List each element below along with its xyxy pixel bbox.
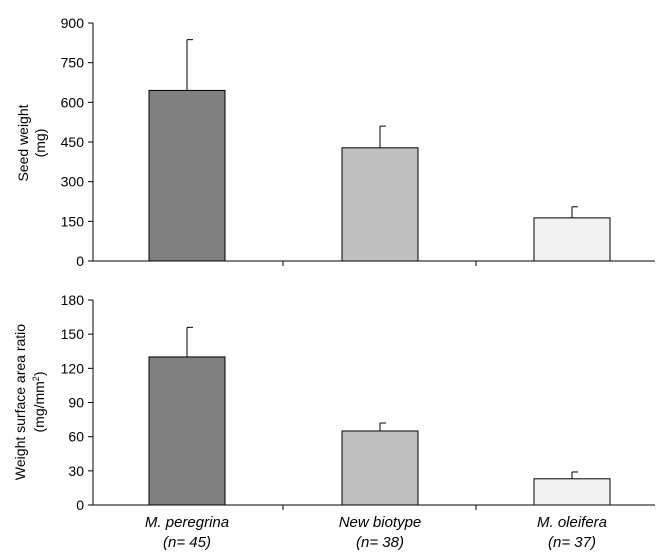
category-label: M. peregrina xyxy=(145,514,229,531)
bar xyxy=(148,89,226,262)
y-tick-label: 60 xyxy=(68,429,84,445)
y-tick-label: 120 xyxy=(61,360,85,376)
category-count-label: (n= 37) xyxy=(548,534,596,551)
category-label: M. oleifera xyxy=(537,514,607,531)
y-tick-label: 0 xyxy=(76,253,84,269)
y-axis-label-ratio: Weight surface area ratio xyxy=(12,324,28,480)
category-count-label: (n= 45) xyxy=(163,534,211,551)
y-tick-label: 450 xyxy=(61,134,85,150)
y-tick-label: 600 xyxy=(61,94,85,110)
bar xyxy=(148,356,226,506)
y-tick-label: 150 xyxy=(61,326,85,342)
bar xyxy=(533,217,611,262)
y-tick-label: 750 xyxy=(61,55,85,71)
category-label: New biotype xyxy=(339,514,422,531)
y-tick-label: 30 xyxy=(68,463,84,479)
y-tick-label: 150 xyxy=(61,213,85,229)
bar xyxy=(341,430,419,506)
y-axis-label-seed-weight: Seed weight xyxy=(15,104,31,181)
y-tick-label: 180 xyxy=(61,292,85,308)
weight-surface-ratio-chart: Weight surface area ratio (mg/mm2) 0 30 60… xyxy=(12,292,655,551)
bar xyxy=(533,478,611,506)
bar xyxy=(341,147,419,262)
y-axis-unit-ratio: (mg/mm2) xyxy=(31,371,47,432)
y-tick-label: 900 xyxy=(61,15,85,31)
seed-weight-chart: Seed weight (mg) 0 150 300 450 600 750 900 xyxy=(15,15,655,269)
category-count-label: (n= 38) xyxy=(356,534,404,551)
y-tick-label: 90 xyxy=(68,395,84,411)
y-axis-unit-seed-weight: (mg) xyxy=(32,129,48,158)
y-tick-label: 0 xyxy=(76,497,84,513)
y-tick-label: 300 xyxy=(61,174,85,190)
